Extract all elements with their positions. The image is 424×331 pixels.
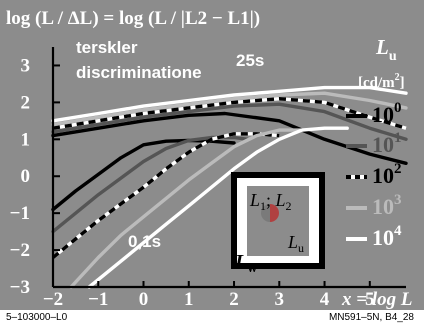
annotation-line-2: discriminatione [76, 63, 202, 82]
y-tick-label: 3 [21, 55, 31, 76]
time-label-25s: 25s [236, 51, 264, 70]
x-tick-label: 1 [184, 289, 194, 310]
x-tick-label: 5 [365, 289, 375, 310]
inset-label-sep: ; [266, 190, 276, 210]
x-tick-label: −1 [88, 289, 108, 310]
chart: −2 −1 0 1 2 3 4 5 −3 −2 −1 0 1 2 3 x = log L log (L / ΔL… [0, 0, 424, 310]
chart-title: log (L / ΔL) = log (L / |L2 − L1|) [6, 8, 260, 29]
y-tick-label: −1 [10, 203, 30, 224]
legend-entry-exponent: 1 [394, 130, 402, 146]
curve-25s-4 [51, 85, 408, 123]
y-tick-label: 0 [21, 166, 31, 187]
inset-patch-right-half [270, 204, 279, 222]
inset-label-l1-sub: 1 [260, 199, 266, 213]
legend-entry-exponent: 2 [394, 161, 402, 177]
curve-25s-2 [52, 97, 407, 130]
y-tick-label: 1 [21, 129, 31, 150]
curves-layer [51, 85, 408, 289]
curve-0,1s-7 [51, 132, 280, 259]
legend-entry-exponent: 0 [394, 100, 402, 116]
inset-patch-left-half [261, 204, 270, 222]
y-tick-label: 2 [21, 92, 31, 113]
time-label-0-1s: 0,1s [128, 232, 161, 251]
curve-25s-1 [51, 102, 408, 141]
x-tick-label: 4 [320, 289, 330, 310]
labels-layer: −2 −1 0 1 2 3 4 5 −3 −2 −1 0 1 2 3 x = log L log (L / ΔL… [6, 8, 412, 310]
legend-unit-sup: 2 [395, 72, 400, 83]
footer-right-code: MN591–5N, B4_28 [328, 312, 414, 323]
inset-label-lw-sub: w [247, 261, 258, 276]
annotation-line-1: terskler [76, 38, 138, 57]
legend-entry-exponent: 3 [394, 192, 402, 208]
x-tick-label: 3 [275, 289, 285, 310]
footer-left-code: 5–103000–L0 [6, 312, 68, 323]
x-tick-label: 0 [139, 289, 149, 310]
x-axis-label: x = log L [341, 289, 412, 310]
y-tick-label: −2 [10, 240, 30, 261]
curve-0,1s-5 [51, 138, 236, 212]
x-tick-label: −2 [43, 289, 63, 310]
legend-title-sub: u [389, 49, 397, 64]
x-tick-label: 2 [229, 289, 239, 310]
legend-unit-end: ] [400, 75, 405, 91]
curve-0,1s-8 [69, 128, 304, 289]
curve-25s-0 [51, 111, 408, 165]
inset-label-l1-l2: L1; L2 [249, 190, 292, 213]
curve-0,1s-9 [87, 126, 349, 289]
inset-field [247, 186, 309, 256]
legend-entry-exponent: 4 [394, 223, 402, 239]
inset-label-l2: L [275, 190, 286, 210]
inset-label-lu-sub: u [298, 241, 304, 255]
plot-background [0, 0, 424, 310]
inset-label-l2-sub: 2 [286, 199, 292, 213]
curve-25s-3 [51, 91, 408, 127]
axes-layer [51, 47, 406, 289]
legend-unit: [cd/m2] [358, 72, 405, 91]
y-tick-label: −3 [10, 277, 30, 298]
